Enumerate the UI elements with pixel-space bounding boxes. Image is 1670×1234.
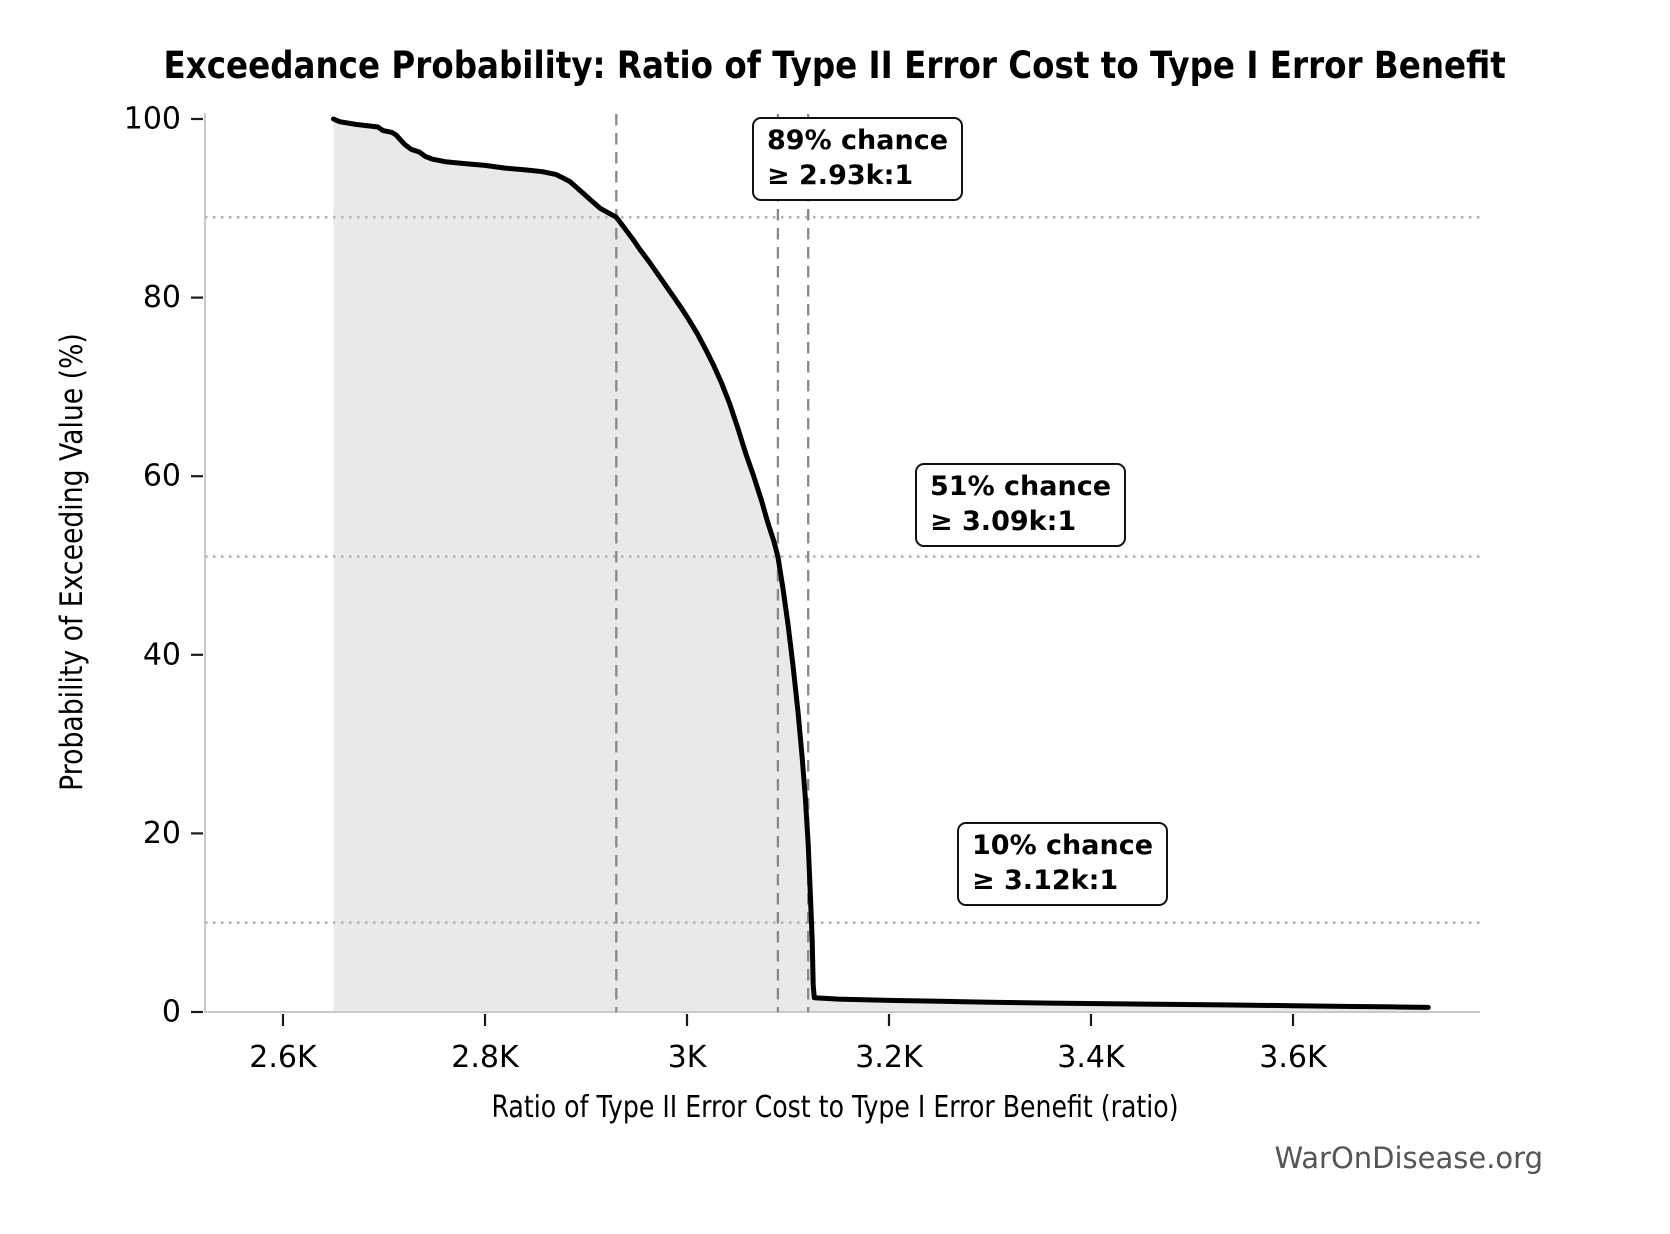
chart-title: Exceedance Probability: Ratio of Type II… (0, 44, 1670, 87)
annotation-10-line1: 10% chance (972, 830, 1154, 861)
annotation-89-line2: ≥ 2.93k:1 (767, 160, 914, 191)
annotation-box-10: 10% chance ≥ 3.12k:1 (957, 822, 1169, 906)
y-tick-label: 80 (143, 280, 181, 315)
x-tick-label: 2.8K (451, 1040, 520, 1075)
annotation-box-51: 51% chance ≥ 3.09k:1 (915, 463, 1127, 547)
annotation-89-line1: 89% chance (767, 125, 949, 156)
y-tick-label: 100 (124, 102, 181, 137)
x-axis-label: Ratio of Type II Error Cost to Type I Er… (0, 1090, 1670, 1125)
y-tick-label: 40 (143, 637, 181, 672)
y-axis-label: Probability of Exceeding Value (%) (54, 333, 90, 791)
watermark: WarOnDisease.org (1274, 1141, 1543, 1175)
x-tick-label: 3.2K (855, 1040, 924, 1075)
annotation-box-89: 89% chance ≥ 2.93k:1 (752, 117, 964, 201)
x-tick-label: 3K (668, 1040, 708, 1075)
annotation-51-line2: ≥ 3.09k:1 (930, 506, 1077, 537)
annotation-51-line1: 51% chance (930, 471, 1112, 502)
chart-title-text: Exceedance Probability: Ratio of Type II… (163, 44, 1507, 87)
x-axis-label-text: Ratio of Type II Error Cost to Type I Er… (491, 1090, 1179, 1125)
exceedance-curve (331, 116, 1431, 1010)
y-tick-label: 20 (143, 816, 181, 851)
annotation-10-line2: ≥ 3.12k:1 (972, 865, 1119, 896)
y-tick-label: 0 (162, 995, 181, 1030)
y-tick-label: 60 (143, 459, 181, 494)
x-tick-label: 3.6K (1259, 1040, 1328, 1075)
x-tick-label: 2.6K (249, 1040, 318, 1075)
area-fill (333, 119, 1429, 1012)
x-tick-label: 3.4K (1057, 1040, 1126, 1075)
